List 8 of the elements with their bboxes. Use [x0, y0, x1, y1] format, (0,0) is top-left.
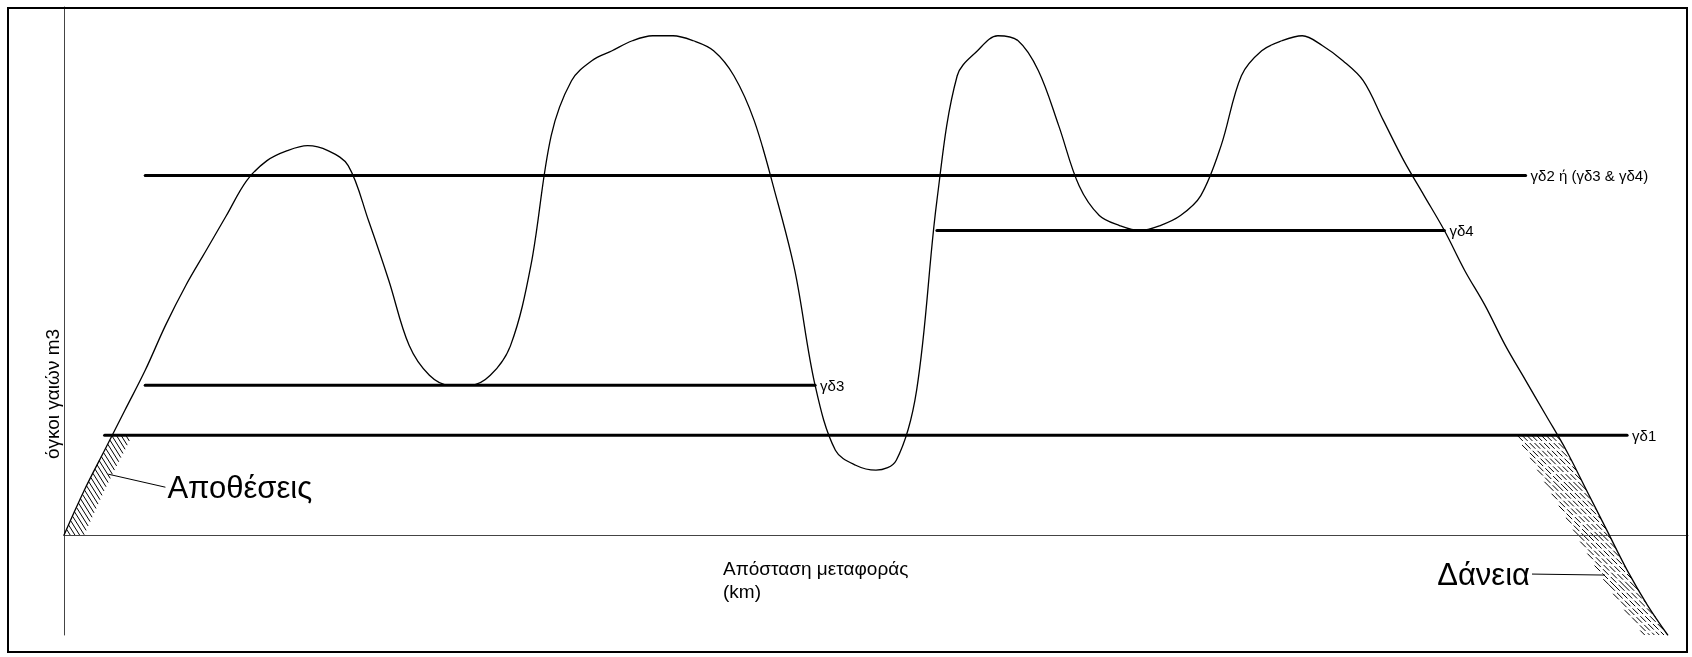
- series-label: γδ3: [820, 376, 845, 394]
- series-label: γδ4: [1449, 222, 1474, 240]
- annotation: Δάνεια: [1437, 556, 1531, 592]
- series-label: γδ2 ή (γδ3 & γδ4): [1530, 167, 1649, 185]
- x-axis-title: Απόσταση μεταφοράς (km): [723, 558, 909, 602]
- annotation: Αποθέσεις: [167, 469, 313, 505]
- y-axis-title: όγκοι γαιών m3: [41, 328, 63, 460]
- series-label: γδ1: [1632, 426, 1657, 444]
